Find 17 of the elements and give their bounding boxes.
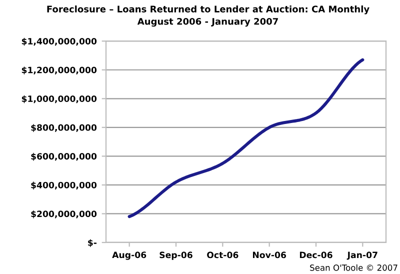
x-tick-label: Oct-06 xyxy=(207,252,238,258)
y-tick-label: $1,000,000,000 xyxy=(22,95,97,104)
y-tick-label: $200,000,000 xyxy=(31,210,97,218)
y-tick-label: $- xyxy=(88,239,97,248)
text: Sean O'Toole © 2007 xyxy=(310,264,398,271)
x-tick-label: Jan-07 xyxy=(346,252,378,260)
y-tick-label: $800,000,000 xyxy=(31,124,97,132)
x-tick-label: Aug-06 xyxy=(112,252,146,260)
chart-subtitle: August 2006 - January 2007 xyxy=(137,18,278,27)
chart-title: Foreclosure – Loans Returned to Lender at Auction: CA Monthly xyxy=(47,5,370,14)
y-tick-label: $1,200,000,000 xyxy=(22,66,97,74)
y-tick-label: $600,000,000 xyxy=(31,152,97,161)
y-tick-label: $400,000,000 xyxy=(31,182,97,190)
x-tick-label: Sep-06 xyxy=(160,252,192,260)
x-tick-label: Dec-06 xyxy=(300,252,332,258)
x-tick-label: Nov-06 xyxy=(252,252,286,258)
y-tick-label: $1,400,000,000 xyxy=(22,38,97,46)
